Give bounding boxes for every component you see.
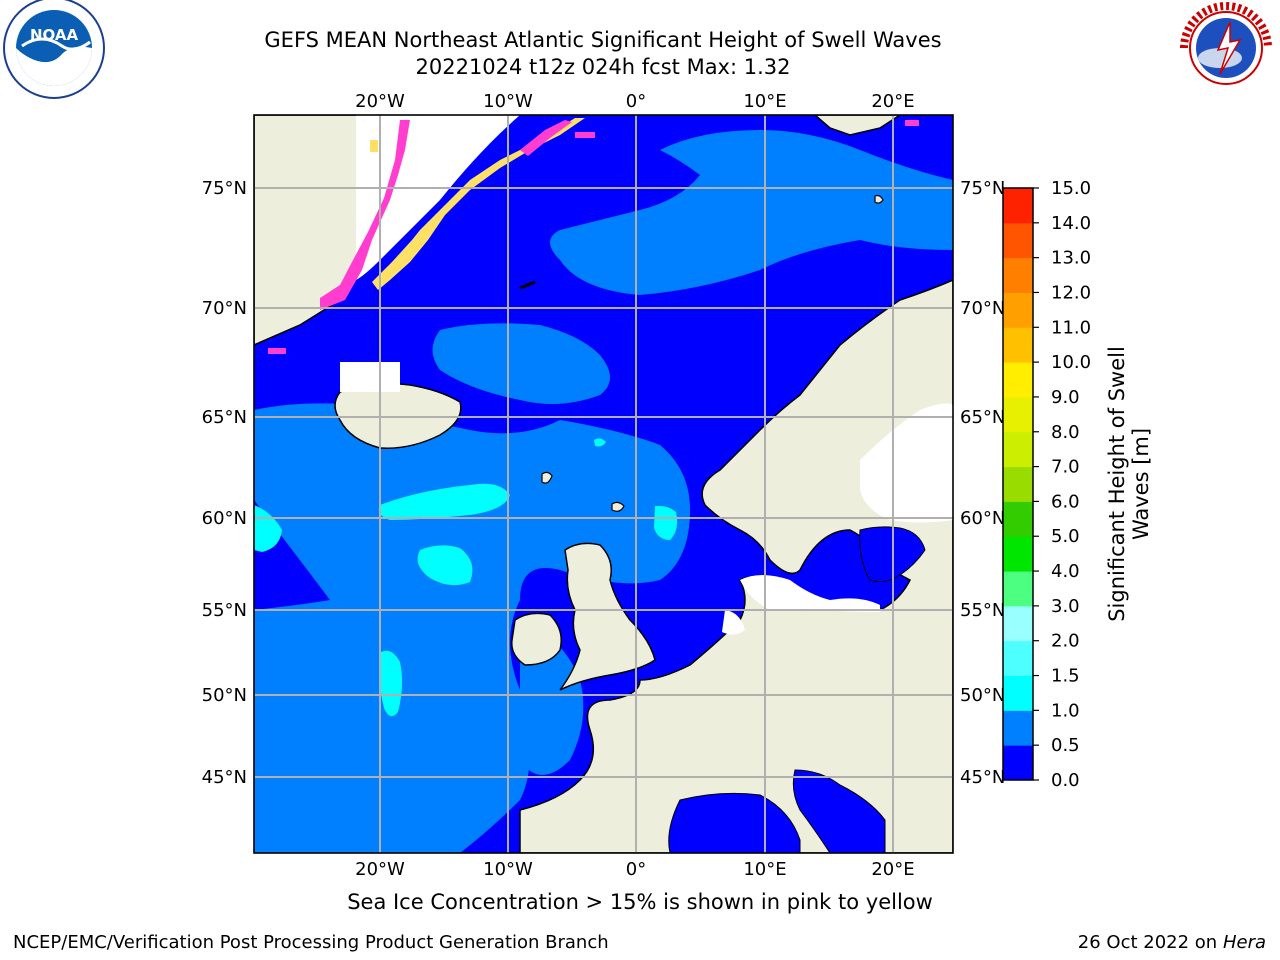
footer-date-text: 26 Oct 2022 on [1077,932,1223,953]
lon-label-top: 20°E [871,91,914,112]
colorbar-tick-label: 1.5 [1051,666,1080,687]
lat-labels-left: 75°N 70°N 65°N 60°N 55°N 50°N 45°N [202,178,247,788]
colorbar-tick-label: 6.0 [1051,491,1080,512]
colorbar-tick-label: 9.0 [1051,387,1080,408]
graticule [254,115,953,853]
colorbar-tick-label: 1.0 [1051,700,1080,721]
lon-labels-top: 20°W 10°W 0° 10°E 20°E [355,91,914,112]
lat-label-left: 50°N [202,685,247,706]
lon-label-bottom: 20°W [355,859,405,880]
lon-label-bottom: 10°E [743,859,786,880]
footer-date: 26 Oct 2022 on Hera [1078,932,1266,953]
lon-label-top: 20°W [355,91,405,112]
lat-label-right: 60°N [960,508,1005,529]
lat-label-right: 70°N [960,298,1005,319]
footer-host: Hera [1222,932,1266,953]
footer-credit: NCEP/EMC/Verification Post Processing Pr… [13,932,609,953]
colorbar [1003,188,1033,781]
lon-label-top: 10°W [483,91,533,112]
colorbar-swatch [1003,466,1033,502]
noaa-logo: NOAA [3,0,105,99]
colorbar-swatch [1003,362,1033,398]
colorbar-tick-label: 13.0 [1051,248,1091,269]
colorbar-tick-label: 14.0 [1051,213,1091,234]
colorbar-swatch [1003,536,1033,572]
colorbar-label-line1: Significant Height of Swell [1105,346,1129,622]
colorbar-swatch [1003,571,1033,607]
small-islands [519,194,884,512]
colorbar-tick-label: 3.0 [1051,596,1080,617]
lon-label-top: 0° [626,91,646,112]
colorbar-tick-label: 15.0 [1051,178,1091,199]
noaa-logo-text: NOAA [30,26,79,44]
colorbar-swatch [1003,431,1033,468]
colorbar-tick-label: 12.0 [1051,282,1091,303]
colorbar-swatch [1003,257,1033,293]
colorbar-tick-label: 10.0 [1051,352,1091,373]
inland-seas [668,526,926,853]
lat-label-left: 45°N [202,767,247,788]
colorbar-tick-label: 2.0 [1051,631,1080,652]
colorbar-swatch [1003,640,1033,677]
swell-mid-regions [254,130,953,853]
lat-label-left: 70°N [202,298,247,319]
chart-subtitle: 20221024 t12z 024h fcst Max: 1.32 [415,55,791,79]
lon-labels-bottom: 20°W 10°W 0° 10°E 20°E [355,859,914,880]
colorbar-tick-label: 8.0 [1051,422,1080,443]
colorbar-tick-label: 4.0 [1051,561,1080,582]
lat-label-left: 65°N [202,407,247,428]
sea-ice-caption: Sea Ice Concentration > 15% is shown in … [347,890,933,914]
chart-title: GEFS MEAN Northeast Atlantic Significant… [264,28,942,52]
lon-label-bottom: 10°W [483,859,533,880]
colorbar-label: Significant Height of Swell Waves [m] [1105,346,1153,622]
colorbar-label-line2: Waves [m] [1129,428,1153,540]
colorbar-tick-label: 7.0 [1051,457,1080,478]
lon-label-bottom: 20°E [871,859,914,880]
lat-label-left: 75°N [202,178,247,199]
colorbar-swatch [1003,501,1033,537]
lat-label-right: 55°N [960,600,1005,621]
nws-logo [1176,0,1276,98]
swell-high-regions [254,438,678,717]
map-area [254,115,953,853]
colorbar-swatch [1003,605,1033,642]
lat-label-left: 55°N [202,600,247,621]
colorbar-tick-label: 0.5 [1051,735,1080,756]
lat-label-right: 45°N [960,767,1005,788]
lat-labels-right: 75°N 70°N 65°N 60°N 55°N 50°N 45°N [960,178,1005,788]
colorbar-swatch [1003,710,1033,746]
colorbar-swatch [1003,188,1033,224]
colorbar-tick-label: 0.0 [1051,770,1080,791]
lat-label-right: 65°N [960,407,1005,428]
colorbar-tick-label: 5.0 [1051,526,1080,547]
lon-label-bottom: 0° [626,859,646,880]
map-frame [253,114,954,854]
colorbar-swatch [1003,327,1033,363]
colorbar-tick-label: 11.0 [1051,317,1091,338]
sea-ice [268,118,919,354]
lat-label-left: 60°N [202,508,247,529]
lon-label-top: 10°E [743,91,786,112]
lat-label-right: 50°N [960,685,1005,706]
colorbar-frame [1002,187,1034,781]
colorbar-swatch [1003,292,1033,328]
colorbar-swatch [1003,745,1033,781]
colorbar-swatch [1003,222,1033,259]
colorbar-swatch [1003,675,1033,711]
colorbar-swatch [1003,396,1033,433]
lat-label-right: 75°N [960,178,1005,199]
colorbar-ticks: 0.0 0.5 1.0 1.5 2.0 3.0 4.0 5.0 6.0 7.0 8.0 9.0 10.0… [1033,178,1091,791]
